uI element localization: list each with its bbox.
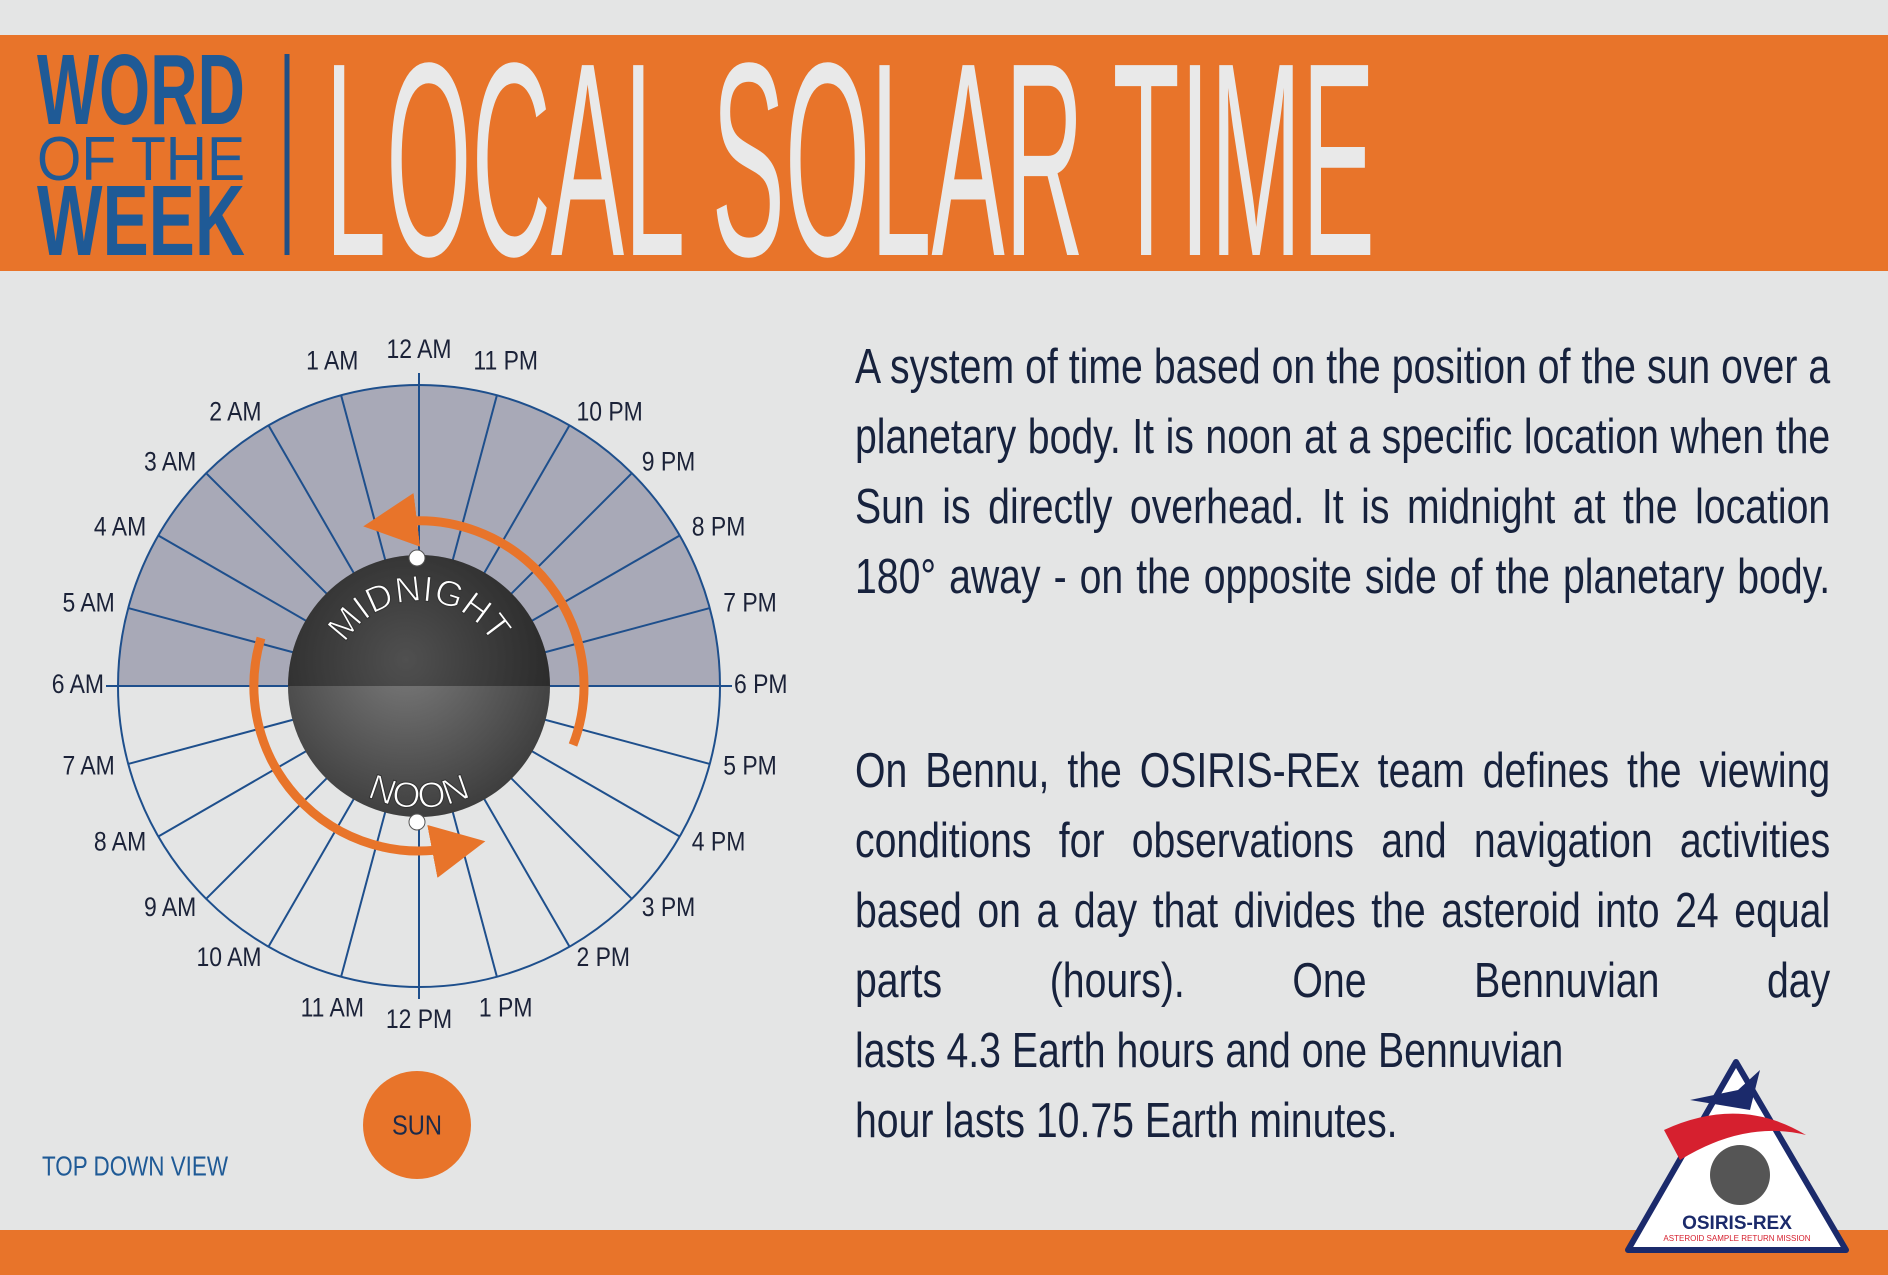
hour-label: 12 PM — [386, 1004, 452, 1034]
badge-week: WEEK — [37, 165, 245, 277]
hour-label: 6 PM — [734, 669, 788, 699]
badge-word: WORD — [37, 34, 245, 146]
hour-label: 11 PM — [473, 346, 538, 376]
view-label: TOP DOWN VIEW — [42, 1150, 228, 1181]
bennu-line: hour lasts 10.75 Earth minutes. — [855, 1094, 1398, 1148]
hour-label: 6 AM — [52, 669, 104, 699]
logo-name: OSIRIS-REX — [1682, 1213, 1792, 1234]
sun-label: SUN — [392, 1109, 442, 1140]
badge-of-the: OF THE — [37, 125, 245, 194]
sun — [363, 1071, 471, 1179]
planet-night — [288, 555, 550, 686]
definition: A system of time based on the position o… — [855, 340, 1831, 604]
hour-label: 1 PM — [479, 993, 533, 1023]
hour-label: 9 AM — [144, 892, 196, 922]
logo: OSIRIS-REX ASTEROID SAMPLE RETURN MISSIO… — [1625, 1059, 1849, 1253]
logo-spacecraft — [1690, 1070, 1760, 1110]
hour-label: 8 AM — [94, 827, 146, 857]
hour-label: 7 AM — [62, 751, 114, 781]
title: LOCAL SOLAR TIME — [325, 6, 1375, 314]
hour-label: 3 PM — [642, 892, 696, 922]
footer-band — [0, 1230, 1888, 1275]
hour-label: 4 PM — [692, 827, 746, 857]
hour-label: 1 AM — [306, 346, 358, 376]
logo-swoosh — [1664, 1113, 1806, 1160]
hour-label: 10 AM — [196, 942, 261, 972]
hour-label: 11 AM — [301, 993, 364, 1023]
hour-label: 2 PM — [577, 942, 631, 972]
rotation-arrow — [363, 493, 589, 747]
hour-label: 5 PM — [723, 751, 777, 781]
hour-label: 2 AM — [209, 397, 261, 427]
hour-label: 4 AM — [94, 512, 146, 542]
hour-label: 3 AM — [144, 447, 196, 477]
logo-asteroid — [1710, 1145, 1770, 1205]
clock: 12 AM 11 PM 10 PM 9 PM 8 PM 7 PM 6 PM 5 PM 4 PM 3… — [52, 334, 788, 1034]
bennu-text: On Bennu, the OSIRIS-REx team defines th… — [855, 744, 1831, 1008]
noon-point — [408, 813, 426, 831]
midnight-point — [408, 549, 426, 567]
bennu-paragraph: On Bennu, the OSIRIS-REx team defines th… — [855, 736, 1830, 1156]
hour-label: 5 AM — [62, 588, 114, 618]
bennu-line: lasts 4.3 Earth hours and one Bennuvian — [855, 1024, 1564, 1078]
logo-tagline: ASTEROID SAMPLE RETURN MISSION — [1663, 1234, 1810, 1243]
hour-label: 8 PM — [692, 512, 746, 542]
header-band — [0, 35, 1888, 271]
planet — [288, 555, 550, 817]
orbit-circle — [117, 384, 721, 988]
hour-label: 7 PM — [723, 588, 777, 618]
hour-label: 9 PM — [642, 447, 696, 477]
hour-label: 12 AM — [386, 334, 451, 364]
hour-label: 10 PM — [577, 397, 643, 427]
rotation-arrow — [249, 636, 486, 878]
